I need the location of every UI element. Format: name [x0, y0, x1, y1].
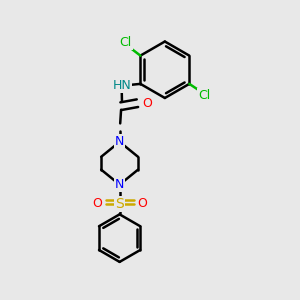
Text: N: N	[115, 135, 124, 148]
Text: Cl: Cl	[198, 89, 210, 102]
Text: N: N	[115, 135, 124, 148]
Text: O: O	[138, 197, 147, 210]
Text: N: N	[115, 178, 124, 191]
Text: S: S	[115, 197, 124, 211]
Text: O: O	[142, 97, 152, 110]
Text: Cl: Cl	[119, 36, 132, 50]
Text: O: O	[92, 197, 102, 210]
Text: HN: HN	[112, 79, 131, 92]
